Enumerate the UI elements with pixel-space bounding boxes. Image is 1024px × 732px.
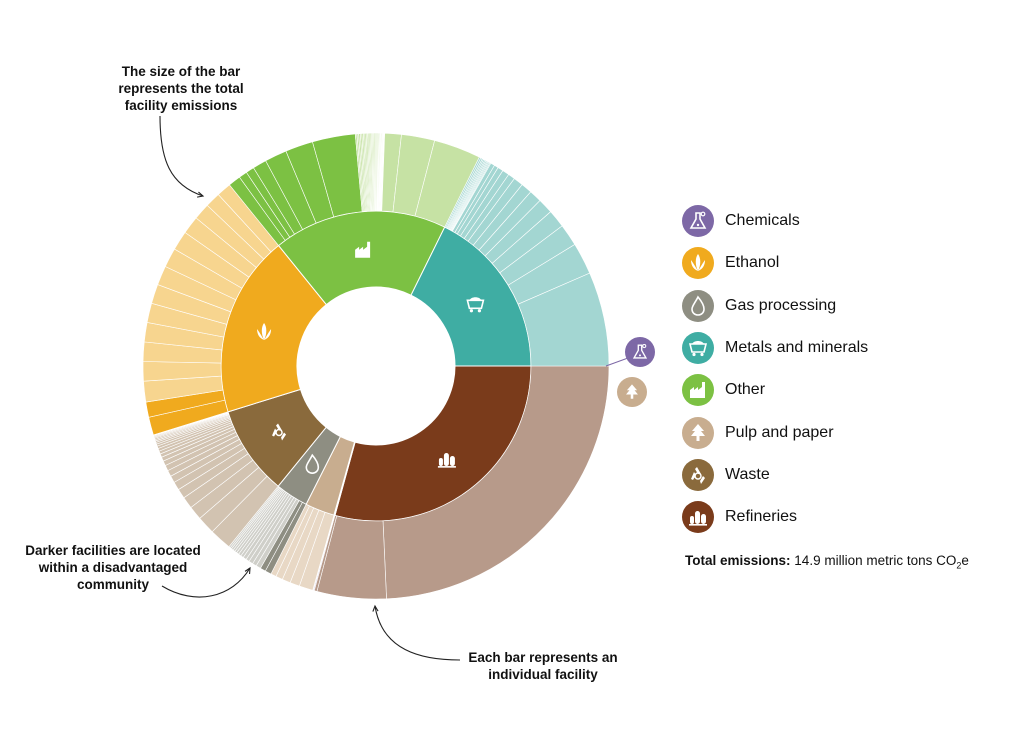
legend-label: Pulp and paper — [725, 423, 834, 441]
legend: Chemicals Ethanol Gas processing Metals and… — [682, 200, 868, 538]
arrow-bar-size-head — [197, 191, 205, 198]
facility-bar-refineries-0 — [382, 365, 610, 600]
legend-item-waste: Waste — [682, 454, 868, 496]
mine-cart-icon — [682, 332, 714, 365]
factory-icon — [682, 374, 714, 407]
refinery-icon — [682, 501, 714, 534]
arrow-darker-head — [244, 566, 251, 575]
flame-icon — [682, 289, 714, 322]
recycle-icon — [682, 458, 714, 491]
legend-label: Other — [725, 381, 766, 399]
annotation-each-bar: Each bar represents an individual facili… — [468, 650, 618, 682]
tree-icon — [682, 416, 714, 449]
flame-icon — [305, 453, 320, 474]
legend-label: Gas processing — [725, 296, 837, 314]
annotation-darker-facilities: Darker facilities are located within a d… — [25, 543, 201, 592]
arrow-each-bar-head — [372, 604, 379, 612]
legend-label: Ethanol — [725, 254, 780, 272]
legend-label: Chemicals — [725, 212, 800, 230]
corn-icon — [257, 322, 272, 340]
total-emissions-label: Total emissions: — [685, 553, 791, 568]
facility-bar-metals-and-minerals-22 — [517, 272, 610, 367]
tree-icon — [626, 384, 638, 399]
callout-line-chemicals — [605, 357, 629, 367]
legend-label: Refineries — [725, 508, 798, 526]
total-emissions-suffix: e — [961, 553, 969, 568]
legend-item-other: Other — [682, 369, 868, 411]
factory-icon — [355, 241, 371, 258]
legend-item-chemicals: Chemicals — [682, 200, 868, 242]
annotation-bar-size: The size of the bar represents the total… — [118, 64, 244, 113]
total-emissions-sub: 2 — [956, 560, 962, 571]
recycle-icon — [272, 423, 287, 441]
legend-item-refineries: Refineries — [682, 496, 868, 538]
legend-item-gas-processing: Gas processing — [682, 285, 868, 327]
legend-item-metals-and-minerals: Metals and minerals — [682, 327, 868, 369]
total-emissions-value: 14.9 million metric tons CO — [794, 553, 957, 568]
legend-item-pulp-and-paper: Pulp and paper — [682, 411, 868, 453]
arrow-bar-size — [159, 115, 204, 197]
callout-chemicals — [625, 337, 655, 367]
legend-item-ethanol: Ethanol — [682, 242, 868, 284]
legend-label: Metals and minerals — [725, 339, 869, 357]
total-emissions: Total emissions: 14.9 million metric ton… — [685, 553, 969, 571]
arrow-each-bar — [374, 605, 461, 661]
arrow-darker — [161, 567, 251, 598]
refinery-icon — [437, 453, 456, 468]
flask-icon — [682, 205, 714, 238]
legend-label: Waste — [725, 465, 770, 483]
mine-cart-icon — [466, 297, 485, 313]
flask-icon — [632, 344, 648, 359]
corn-icon — [682, 247, 714, 280]
